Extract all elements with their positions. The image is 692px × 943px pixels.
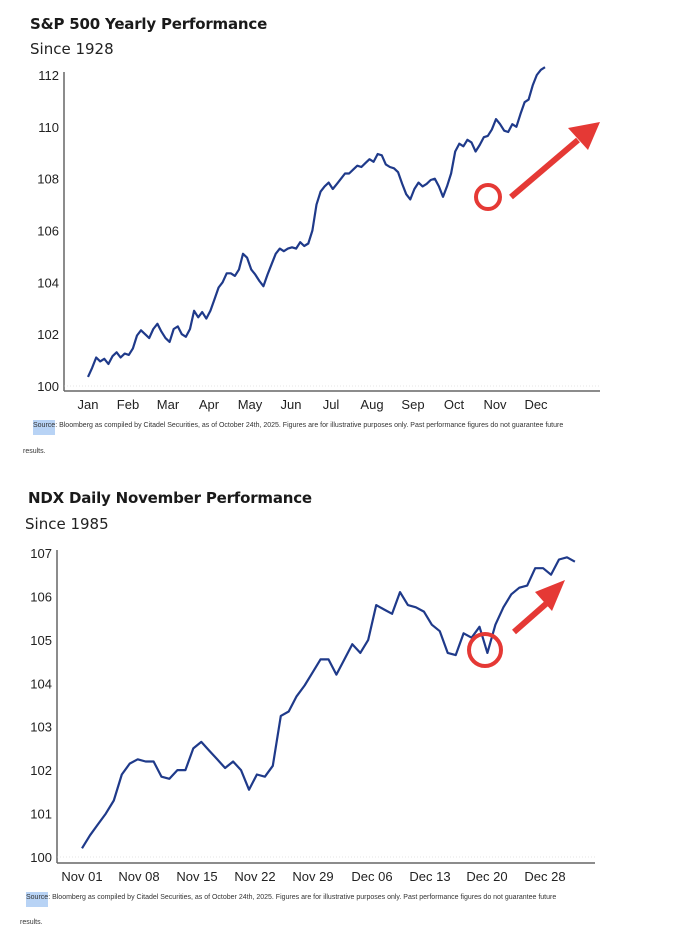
chart-1: 100 102 104 106 108 110 112 Jan Feb Mar Apr May Jun J… [37,66,600,412]
chart-1-arrow-head [568,122,600,150]
chart-2-x-tick-label: Nov 15 [176,869,217,884]
chart-1-title: S&P 500 Yearly Performance [30,15,268,33]
chart-1-x-tick-label: Jan [78,397,99,412]
chart-2-y-tick-label: 104 [30,676,52,691]
chart-2-x-tick-label: Nov 01 [61,869,102,884]
chart-1-y-tick-label: 106 [37,224,59,239]
chart-1-source-label: Source [33,420,56,435]
chart-1-y-tick-label: 108 [37,172,59,187]
chart-1-x-tick-label: Mar [157,397,180,412]
chart-2-source-text: : Bloomberg as compiled by Citadel Secur… [48,894,557,901]
chart-1-source-text: : Bloomberg as compiled by Citadel Secur… [55,422,564,429]
chart-2-y-tick-label: 107 [30,546,52,561]
chart-1-x-tick-label: Dec [524,397,548,412]
chart-2-x-tick-label: Nov 22 [234,869,275,884]
chart-2-arrow-shaft [512,600,549,635]
chart-1-x-tick-label: Feb [117,397,139,412]
chart-1-source: Source: Bloomberg as compiled by Citadel… [33,420,683,435]
chart-2-x-tick-label: Nov 29 [292,869,333,884]
chart-2-source: Source: Bloomberg as compiled by Citadel… [26,892,686,907]
chart-1-x-tick-label: Sep [401,397,424,412]
chart-1-x-tick-label: Apr [199,397,220,412]
chart-1-y-tick-label: 100 [37,379,59,394]
chart-2-x-tick-label: Dec 28 [524,869,565,884]
chart-2-x-tick-label: Dec 20 [466,869,507,884]
chart-1-x-tick-label: Jul [323,397,340,412]
chart-2-arrow-head [535,580,565,611]
chart-2-x-tick-label: Nov 08 [118,869,159,884]
chart-2-source-label: Source [26,892,49,907]
chart-2-y-tick-label: 106 [30,589,52,604]
chart-1-source-cont: results. [23,448,46,455]
chart-2-highlight-circle [467,632,503,668]
chart-1-y-tick-label: 110 [38,120,59,135]
chart-2-source-cont: results. [20,919,43,926]
chart-1-series-line [86,66,546,378]
chart-2-y-tick-label: 100 [30,850,52,865]
chart-2-y-tick-label: 101 [30,807,52,822]
chart-1-highlight-circle [474,183,502,211]
chart-1-y-tick-label: 102 [37,327,59,342]
chart-1-y-tick-label: 112 [38,68,59,83]
chart-1-x-tick-label: Nov [483,397,507,412]
chart-1-x-tick-label: Aug [360,397,383,412]
chart-2-y-tick-label: 103 [30,720,52,735]
chart-2-series-line [81,556,576,849]
chart-2-title: NDX Daily November Performance [28,489,312,507]
chart-2-subtitle: Since 1985 [25,515,109,533]
chart-1-subtitle: Since 1928 [30,40,114,58]
chart-2-x-tick-label: Dec 06 [351,869,392,884]
chart-1-x-tick-label: Oct [444,397,465,412]
chart-2-x-tick-label: Dec 13 [409,869,450,884]
chart-2-y-tick-label: 102 [30,763,52,778]
chart-2-y-tick-label: 105 [30,633,52,648]
chart-1-arrow-shaft [509,137,580,200]
chart-1-y-tick-label: 104 [37,275,59,290]
chart-1-x-tick-label: Jun [281,397,302,412]
chart-1-x-tick-label: May [238,397,263,412]
